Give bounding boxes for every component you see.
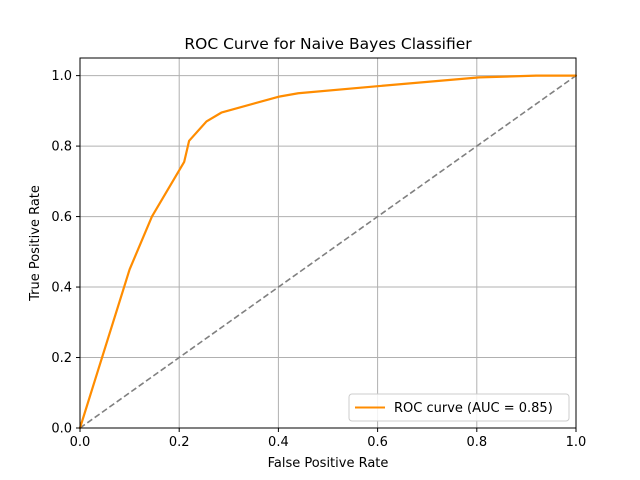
plot-frame [79,57,577,429]
chart-title: ROC Curve for Naive Bayes Classifier [184,35,472,53]
legend-label: ROC curve (AUC = 0.85) [394,401,553,416]
ticks: 0.0 0.2 0.4 0.6 0.8 1.0 0.0 0.2 0.4 0.6 0.8 1.0 [51,69,586,450]
y-tick-label: 0.4 [51,281,72,296]
grid [79,58,577,429]
chance-diagonal-line [79,74,577,429]
x-tick-label: 1.0 [566,435,587,450]
y-tick-label: 0.0 [51,422,72,437]
y-tick-label: 1.0 [51,69,72,84]
x-tick-label: 0.2 [169,435,190,450]
series-layer [78,74,578,430]
y-axis-label: True Positive Rate [28,185,43,302]
legend: ROC curve (AUC = 0.85) [348,393,570,422]
x-tick-label: 0.4 [268,435,289,450]
x-tick-label: 0.8 [466,435,487,450]
y-tick-label: 0.2 [51,351,72,366]
legend-frame [348,393,570,422]
roc-curve-line [78,74,578,430]
x-tick-label: 0.0 [70,435,91,450]
y-tick-label: 0.8 [51,140,72,155]
x-tick-label: 0.6 [367,435,388,450]
x-axis-label: False Positive Rate [268,456,389,471]
y-tick-label: 0.6 [51,210,72,225]
